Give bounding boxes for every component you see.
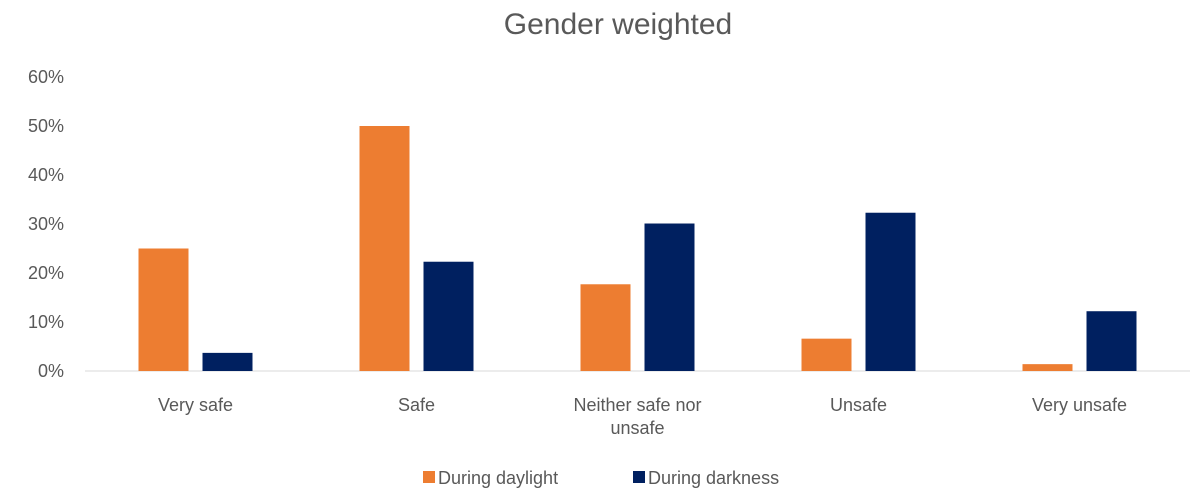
bar-during-darkness <box>1086 311 1137 371</box>
y-tick-label: 10% <box>28 312 64 332</box>
chart-title: Gender weighted <box>504 8 733 41</box>
bar-during-daylight <box>138 248 189 371</box>
x-tick-label: Safe <box>398 395 435 415</box>
bar-during-darkness <box>423 261 474 371</box>
bar-during-daylight <box>359 126 410 371</box>
x-axis: Very safe Safe Neither safe nor unsafe Unsaf… <box>85 370 1190 438</box>
legend-label: During darkness <box>648 468 779 488</box>
y-tick-label: 20% <box>28 263 64 283</box>
legend-swatch <box>423 471 435 483</box>
legend-label: During daylight <box>438 468 558 488</box>
bar-during-daylight <box>801 338 852 371</box>
bar-during-darkness <box>865 212 916 371</box>
y-tick-label: 40% <box>28 165 64 185</box>
y-tick-label: 50% <box>28 116 64 136</box>
x-tick-label: Neither safe nor unsafe <box>573 395 701 438</box>
x-tick-label: Very safe <box>158 395 233 415</box>
y-axis: 0% 10% 20% 30% 40% 50% 60% <box>28 67 64 381</box>
legend-swatch <box>633 471 645 483</box>
legend: During daylight During darkness <box>423 468 779 488</box>
bars <box>138 126 1137 371</box>
y-tick-label: 30% <box>28 214 64 234</box>
y-tick-label: 60% <box>28 67 64 87</box>
x-tick-label: Very unsafe <box>1032 395 1127 415</box>
bar-during-daylight <box>1022 364 1073 371</box>
x-tick-label: Unsafe <box>830 395 887 415</box>
y-tick-label: 0% <box>38 361 64 381</box>
bar-during-daylight <box>580 284 631 371</box>
bar-during-darkness <box>644 223 695 371</box>
bar-during-darkness <box>202 352 253 371</box>
